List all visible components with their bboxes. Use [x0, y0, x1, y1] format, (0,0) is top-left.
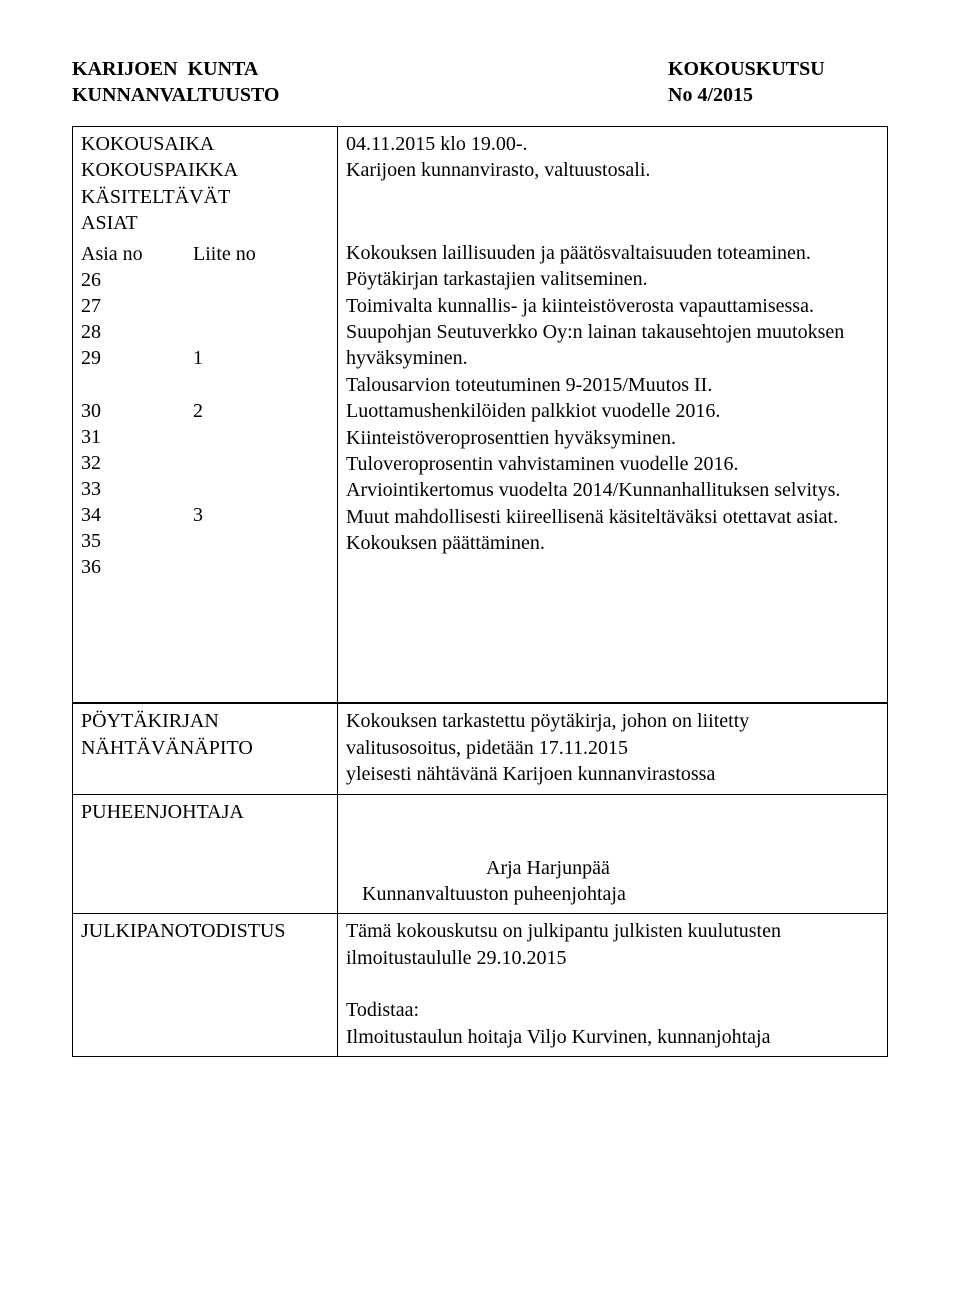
agenda-number-row: 26 [81, 267, 329, 293]
document-page: KARIJOEN KUNTA KUNNANVALTUUSTO KOKOUSKUT… [0, 0, 960, 1303]
header-right-line2: No 4/2015 [668, 84, 753, 106]
meeting-label-cell: KOKOUSAIKA KOKOUSPAIKKA KÄSITELTÄVÄT ASI… [73, 127, 338, 703]
agenda-number-row: 32 [81, 450, 329, 476]
agenda-liite-no: 2 [193, 398, 273, 424]
agenda-number-row: 291 [81, 345, 329, 398]
kasiteltavat-label: KÄSITELTÄVÄT ASIAT [81, 184, 329, 237]
julkipano-l1: Tämä kokouskutsu on julkipantu julkisten… [346, 918, 879, 944]
agenda-liite-no [193, 528, 273, 554]
header-left: KARIJOEN KUNTA KUNNANVALTUUSTO [72, 56, 279, 108]
agenda-liite-no [193, 476, 273, 502]
julkipano-l2: ilmoitustaululle 29.10.2015 [346, 945, 879, 971]
agenda-description: Arviointikertomus vuodelta 2014/Kunnanha… [346, 477, 879, 503]
poytakirja-l1: Kokouksen tarkastettu pöytäkirja, johon … [346, 708, 879, 734]
agenda-liite-no [193, 319, 273, 345]
agenda-liite-no: 3 [193, 502, 273, 528]
asia-no-header: Asia no [81, 241, 193, 267]
agenda-number-row: 36 [81, 554, 329, 580]
agenda-number-row: 31 [81, 424, 329, 450]
pj-title: Kunnanvaltuuston puheenjohtaja [346, 881, 879, 907]
meeting-row: KOKOUSAIKA KOKOUSPAIKKA KÄSITELTÄVÄT ASI… [73, 127, 888, 703]
kokouspaikka-value: Karijoen kunnanvirasto, valtuustosali. [346, 157, 879, 183]
meeting-table: KOKOUSAIKA KOKOUSPAIKKA KÄSITELTÄVÄT ASI… [72, 126, 888, 703]
agenda-asia-no: 29 [81, 345, 193, 398]
meeting-desc-cell: 04.11.2015 klo 19.00-. Karijoen kunnanvi… [338, 127, 888, 703]
pj-cell: Arja Harjunpää Kunnanvaltuuston puheenjo… [338, 794, 888, 914]
poytakirja-text: Kokouksen tarkastettu pöytäkirja, johon … [338, 704, 888, 794]
agenda-asia-no: 28 [81, 319, 193, 345]
agenda-asia-no: 26 [81, 267, 193, 293]
footer-row-julkipano: JULKIPANOTODISTUS Tämä kokouskutsu on ju… [73, 914, 888, 1057]
poytakirja-l3: yleisesti nähtävänä Karijoen kunnanviras… [346, 761, 879, 787]
header-left-line2: KUNNANVALTUUSTO [72, 84, 279, 106]
agenda-asia-no: 36 [81, 554, 193, 580]
todistaa-line: Ilmoitustaulun hoitaja Viljo Kurvinen, k… [346, 1024, 879, 1050]
trailing-space [346, 556, 879, 696]
agenda-description: Toimivalta kunnallis- ja kiinteistöveros… [346, 293, 879, 319]
agenda-liite-no [193, 554, 273, 580]
julkipano-cell: Tämä kokouskutsu on julkipantu julkisten… [338, 914, 888, 1057]
agenda-asia-no: 31 [81, 424, 193, 450]
agenda-liite-no: 1 [193, 345, 273, 398]
asia-rows-container: 2627282913023132333433536 [81, 267, 329, 580]
liite-no-header: Liite no [193, 241, 273, 267]
desc-rows-container: Kokouksen laillisuuden ja päätösvaltaisu… [346, 240, 879, 557]
agenda-description: Kokouksen päättäminen. [346, 530, 879, 556]
agenda-asia-no: 34 [81, 502, 193, 528]
agenda-number-row: 28 [81, 319, 329, 345]
poytakirja-l2: valitusosoitus, pidetään 17.11.2015 [346, 735, 879, 761]
pj-name: Arja Harjunpää [346, 855, 879, 881]
todistaa-label: Todistaa: [346, 997, 879, 1023]
agenda-description: Pöytäkirjan tarkastajien valitseminen. [346, 266, 879, 292]
agenda-number-row: 302 [81, 398, 329, 424]
blank-line [346, 971, 879, 997]
agenda-asia-no: 35 [81, 528, 193, 554]
agenda-number-row: 33 [81, 476, 329, 502]
document-header: KARIJOEN KUNTA KUNNANVALTUUSTO KOKOUSKUT… [72, 56, 888, 108]
agenda-number-row: 343 [81, 502, 329, 528]
agenda-description: Kokouksen laillisuuden ja päätösvaltaisu… [346, 240, 879, 266]
pj-label: PUHEENJOHTAJA [73, 794, 338, 914]
pj-signature-block: Arja Harjunpää Kunnanvaltuuston puheenjo… [346, 855, 879, 908]
agenda-description: Kiinteistöveroprosenttien hyväksyminen. [346, 425, 879, 451]
agenda-asia-no: 27 [81, 293, 193, 319]
agenda-description: Talousarvion toteutuminen 9-2015/Muutos … [346, 372, 879, 398]
agenda-number-row: 35 [81, 528, 329, 554]
agenda-liite-no [193, 424, 273, 450]
agenda-description: Luottamushenkilöiden palkkiot vuodelle 2… [346, 398, 879, 424]
footer-table: PÖYTÄKIRJAN NÄHTÄVÄNÄPITO Kokouksen tark… [72, 703, 888, 1057]
agenda-asia-no: 32 [81, 450, 193, 476]
agenda-number-row: 27 [81, 293, 329, 319]
agenda-liite-no [193, 267, 273, 293]
header-left-line1: KARIJOEN KUNTA [72, 58, 258, 80]
agenda-description: Tuloveroprosentin vahvistaminen vuodelle… [346, 451, 879, 477]
kokousaika-value: 04.11.2015 klo 19.00-. [346, 131, 879, 157]
agenda-asia-no: 33 [81, 476, 193, 502]
julkipano-label: JULKIPANOTODISTUS [73, 914, 338, 1057]
agenda-description: Muut mahdollisesti kiireellisenä käsitel… [346, 504, 879, 530]
kokousaika-label: KOKOUSAIKA [81, 131, 329, 157]
agenda-liite-no [193, 450, 273, 476]
agenda-description: Suupohjan Seutuverkko Oy:n lainan takaus… [346, 319, 879, 372]
footer-row-pj: PUHEENJOHTAJA Arja Harjunpää Kunnanvaltu… [73, 794, 888, 914]
blank-line [346, 184, 879, 210]
agenda-liite-no [193, 293, 273, 319]
agenda-asia-no: 30 [81, 398, 193, 424]
footer-row-poytakirja: PÖYTÄKIRJAN NÄHTÄVÄNÄPITO Kokouksen tark… [73, 704, 888, 794]
poytakirja-label: PÖYTÄKIRJAN NÄHTÄVÄNÄPITO [73, 704, 338, 794]
header-right-line1: KOKOUSKUTSU [668, 58, 825, 80]
header-right: KOKOUSKUTSU No 4/2015 [668, 56, 888, 108]
asia-header-row: Asia no Liite no [81, 241, 329, 267]
asia-grid: Asia no Liite no 26272829130231323334335… [81, 241, 329, 580]
blank-line [346, 210, 879, 236]
kokouspaikka-label: KOKOUSPAIKKA [81, 157, 329, 183]
